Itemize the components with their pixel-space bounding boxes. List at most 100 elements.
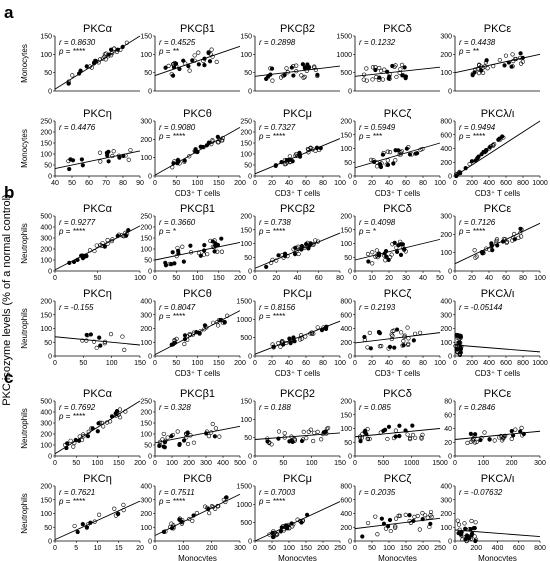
data-point <box>163 65 168 70</box>
x-tick-label: 1500 <box>432 460 448 467</box>
regression-line <box>154 425 241 444</box>
data-point <box>358 439 363 444</box>
x-tick-label: 200 <box>234 180 246 187</box>
data-point <box>400 242 405 247</box>
data-point <box>175 429 180 434</box>
subplot-title: PKCβ2 <box>280 23 315 35</box>
data-point <box>92 60 97 65</box>
y-tick-label: 0 <box>348 354 352 361</box>
data-point <box>102 244 107 249</box>
y-tick-label: 200 <box>140 410 152 417</box>
data-point <box>485 66 490 71</box>
x-tick-label: 100 <box>334 360 346 367</box>
data-point <box>290 159 295 164</box>
data-point <box>97 512 102 517</box>
y-tick-label: 100 <box>240 152 252 159</box>
data-point <box>520 59 525 64</box>
x-tick-label: 5 <box>74 545 78 552</box>
y-tick-label: 200 <box>40 247 52 254</box>
y-tick-label: 100 <box>340 426 352 433</box>
y-tick-label: 1000 <box>336 52 352 59</box>
data-point <box>276 253 281 258</box>
data-point <box>376 329 382 335</box>
subplot-title: PKCδ <box>383 203 412 215</box>
data-point <box>202 323 208 328</box>
data-point <box>181 438 187 443</box>
data-point <box>269 442 274 447</box>
y-tick-label: 250 <box>140 214 152 221</box>
x-tick-label: 600 <box>513 545 525 552</box>
y-tick-label: 200 <box>440 52 452 59</box>
data-point <box>215 242 221 248</box>
data-point <box>380 77 386 82</box>
r-value-label: r = 0.328 <box>159 403 191 412</box>
y-tick-label: 150 <box>40 312 52 319</box>
data-point <box>384 162 389 167</box>
data-point <box>128 148 133 153</box>
data-point <box>123 233 129 238</box>
data-point <box>210 504 216 510</box>
data-point <box>487 145 492 150</box>
y-tick-label: 0 <box>348 89 352 96</box>
y-tick-label: 0 <box>148 269 152 276</box>
subplot-c-0-0: PKCα 0 100 200 300 400 500 0 50 100 150 200 r = 0.76… <box>40 388 146 467</box>
data-point <box>473 255 478 260</box>
data-point <box>476 71 482 76</box>
y-tick-label: 100 <box>140 525 152 532</box>
row-y-axis-label: Neutrophils <box>20 408 29 448</box>
x-tick-label: 300 <box>534 460 546 467</box>
data-point <box>184 431 189 436</box>
data-point <box>312 64 317 69</box>
data-point <box>367 330 372 336</box>
y-tick-label: 50 <box>144 258 152 265</box>
x-tick-label: 100 <box>106 360 118 367</box>
data-point <box>422 513 428 518</box>
subplot-title: PKCλ/ι <box>481 473 515 485</box>
data-point <box>315 429 320 434</box>
x-tick-label: 50 <box>172 360 180 367</box>
data-point <box>175 245 180 251</box>
y-tick-label: 300 <box>40 421 52 428</box>
data-point <box>390 63 395 69</box>
data-point <box>119 233 124 238</box>
subplot-c-0-4: PKCε 0 20 40 60 80 0 100 200 300 r = 0.2846 <box>444 388 546 467</box>
r-value-label: r = 0.9277 <box>59 218 96 227</box>
y-tick-label: 100 <box>40 326 52 333</box>
regression-line <box>54 150 141 169</box>
x-tick-label: 250 <box>334 545 346 552</box>
x-tick-label: 80 <box>419 360 427 367</box>
data-point <box>406 336 411 341</box>
data-point <box>106 149 111 154</box>
r-value-label: r = 0.4525 <box>159 38 196 47</box>
y-tick-label: 50 <box>344 440 352 447</box>
data-point <box>482 430 487 435</box>
regression-line <box>354 238 441 261</box>
x-tick-label: 100 <box>283 545 295 552</box>
data-point <box>72 523 77 529</box>
data-point <box>513 427 518 432</box>
y-tick-label: 40 <box>444 426 452 433</box>
panels-layer: a Monocytes Monocytes CD3⁺ T cells CD3⁺ T ce… <box>4 3 548 561</box>
data-point <box>393 428 398 433</box>
data-point <box>223 495 229 500</box>
y-tick-label: 200 <box>440 232 452 239</box>
data-point <box>492 438 497 443</box>
data-point <box>182 341 187 347</box>
x-axis-label: Monocytes <box>378 554 417 561</box>
data-point <box>210 138 215 143</box>
x-tick-label: 0 <box>453 360 457 367</box>
x-tick-label: 200 <box>234 360 246 367</box>
data-point <box>473 67 478 72</box>
y-tick-label: 150 <box>240 227 252 234</box>
data-point <box>394 245 399 250</box>
x-tick-label: 100 <box>534 275 546 282</box>
data-point <box>301 75 306 80</box>
x-tick-label: 0 <box>253 275 257 282</box>
data-point <box>401 343 406 348</box>
x-tick-label: 90 <box>136 180 144 187</box>
data-point <box>473 520 478 525</box>
data-point <box>377 65 382 71</box>
r-value-label: r = 0.3660 <box>159 218 196 227</box>
